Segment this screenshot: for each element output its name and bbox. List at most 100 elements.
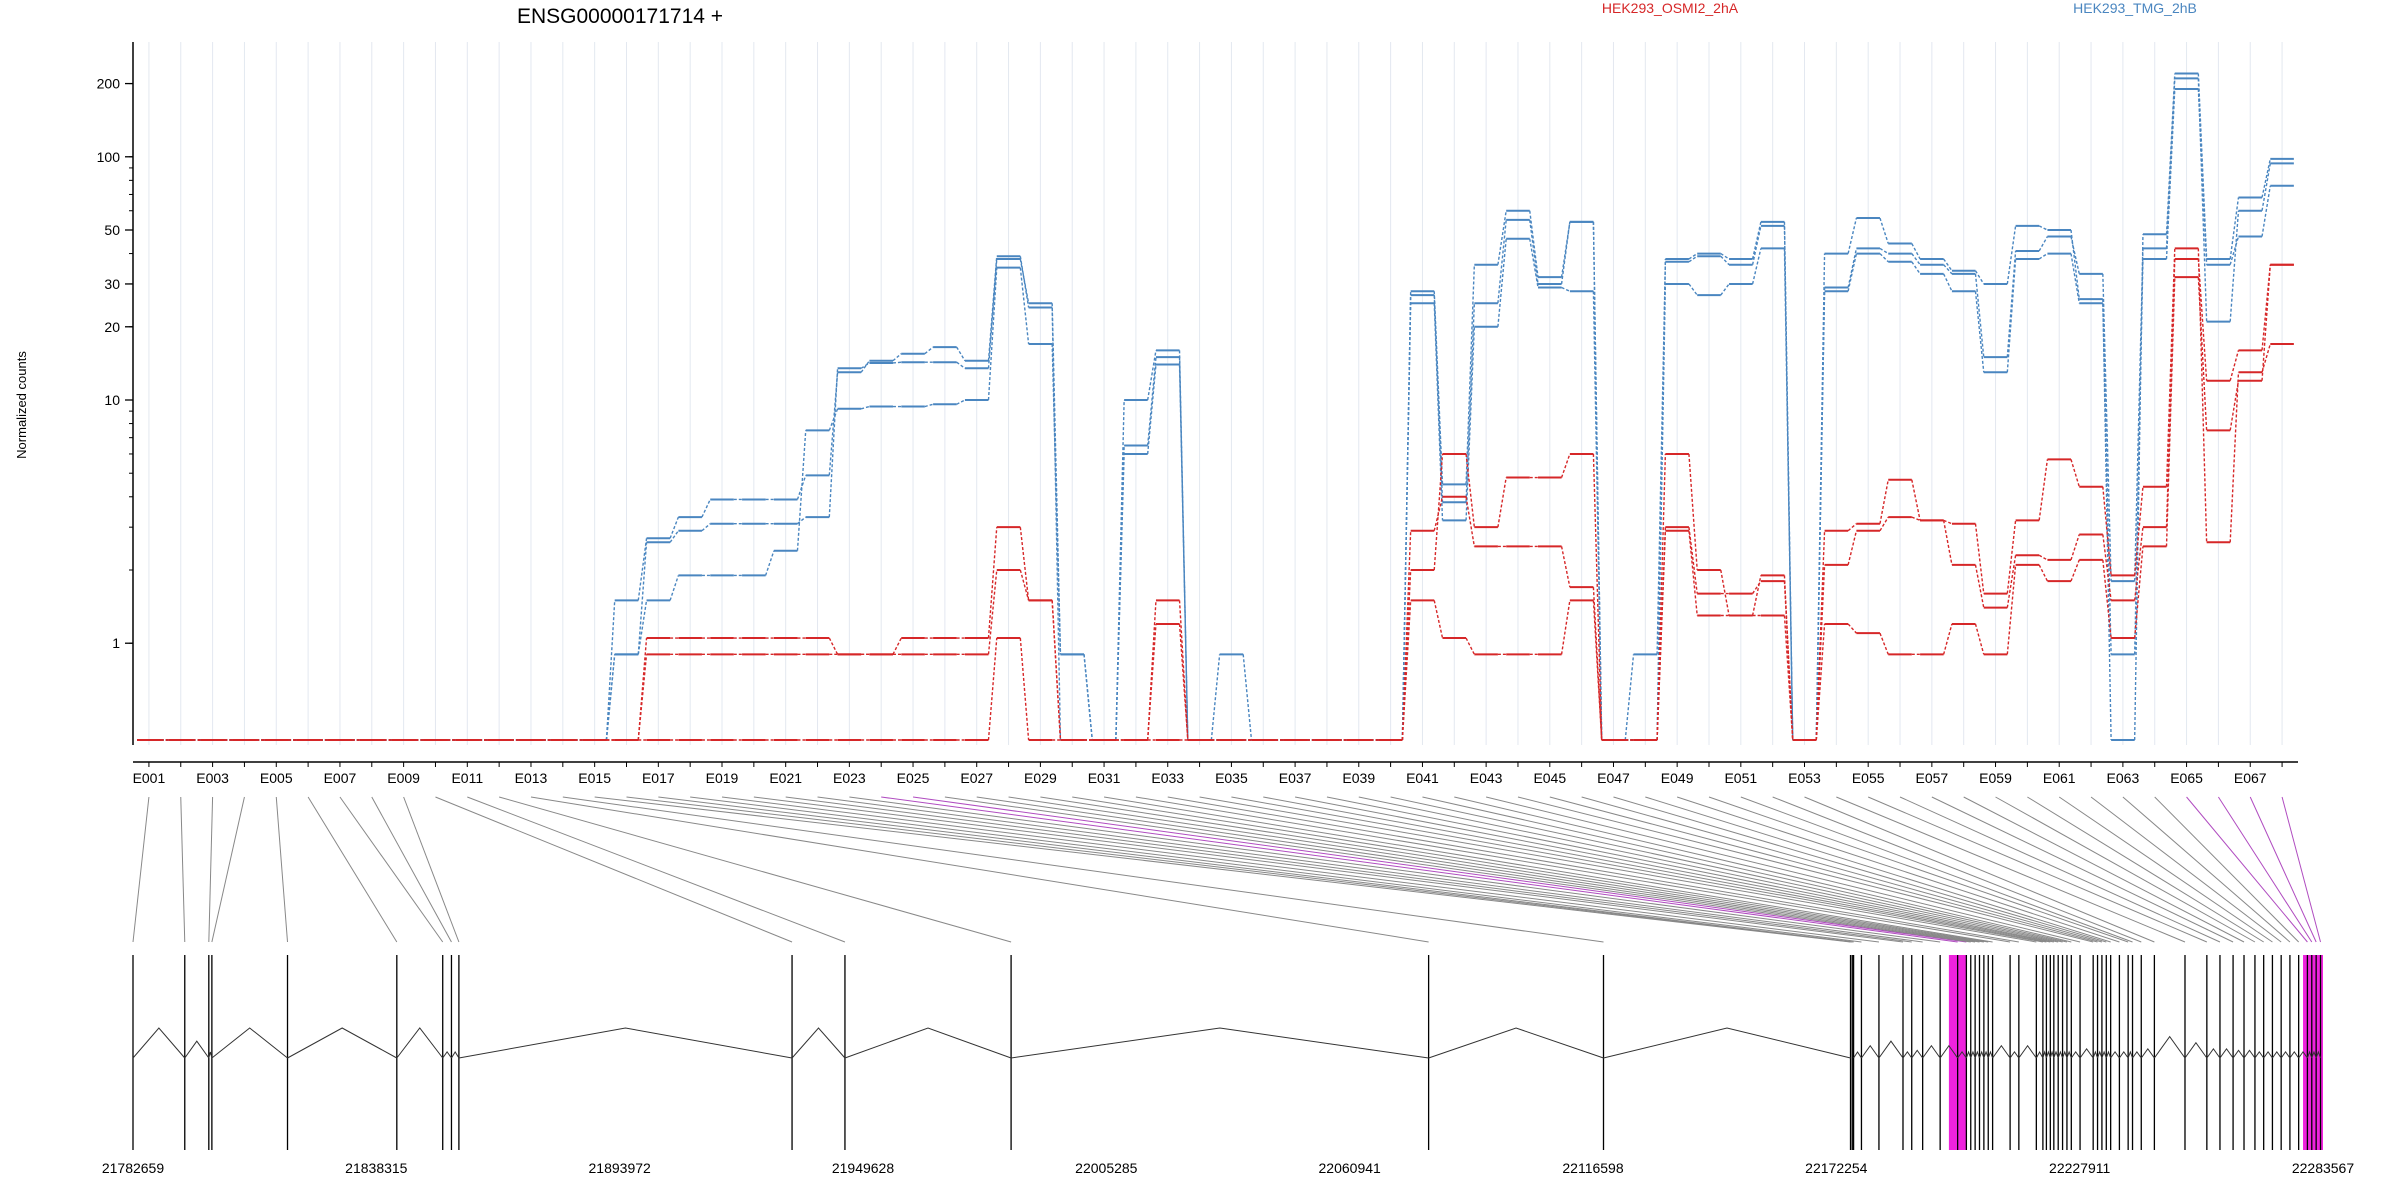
x-tick-label: E011 — [451, 770, 483, 786]
series-connector — [1529, 210, 1539, 278]
intron — [287, 1027, 398, 1059]
intron — [2097, 1050, 2103, 1059]
exon-connector — [1740, 796, 2133, 943]
exon-connector — [626, 796, 1853, 943]
intron — [2153, 1035, 2186, 1059]
series-connector — [1847, 523, 1857, 532]
series-connector — [2261, 264, 2271, 351]
exon-connector — [1836, 796, 2186, 943]
intron — [208, 1051, 213, 1059]
series-connector — [1433, 496, 1444, 531]
series-connector — [1911, 261, 1921, 275]
y-axis-label: Normalized counts — [14, 351, 29, 459]
exon-connector — [2122, 796, 2291, 943]
series-connector — [987, 267, 998, 401]
x-tick-label: E025 — [897, 770, 930, 786]
intron — [2035, 1050, 2044, 1059]
intron — [1983, 1050, 1989, 1059]
intron — [2315, 1050, 2321, 1059]
intron — [2243, 1049, 2256, 1059]
x-tick-label: E045 — [1533, 770, 1566, 786]
series-connector — [1401, 303, 1412, 741]
intron — [2042, 1050, 2047, 1059]
series-connector — [1178, 600, 1189, 741]
series-connector — [2006, 250, 2017, 358]
exon-connector — [594, 796, 1851, 943]
intron — [2280, 1051, 2291, 1059]
series-connector — [2038, 236, 2049, 252]
exon-connector — [1772, 796, 2142, 943]
series-connector — [1815, 623, 1826, 741]
series-connector — [1720, 252, 1730, 260]
exon-connector — [2281, 796, 2322, 943]
x-tick-label: E043 — [1470, 770, 1503, 786]
intron — [2105, 1050, 2112, 1059]
series-connector — [1083, 654, 1093, 741]
y-tick-label: 100 — [97, 149, 121, 165]
intron — [1970, 1050, 1976, 1059]
intron — [2263, 1051, 2273, 1059]
series-connector — [1879, 253, 1889, 263]
series-connector — [1019, 527, 1030, 601]
exon-connector — [403, 796, 460, 943]
genome-tick-label: 22172254 — [1805, 1160, 1868, 1176]
x-tick-label: E015 — [578, 770, 611, 786]
intron — [2110, 1051, 2120, 1059]
series-connector — [1751, 225, 1762, 265]
series-connector — [1019, 256, 1030, 308]
x-tick-label: E047 — [1597, 770, 1630, 786]
series-connector — [1242, 654, 1253, 741]
series-connector — [1146, 357, 1157, 446]
exon-connector — [1517, 796, 2094, 943]
intron — [1902, 1051, 1913, 1059]
series-connector — [2261, 185, 2271, 237]
series-connector — [892, 361, 902, 364]
intron — [1979, 1050, 1985, 1059]
intron — [791, 1027, 846, 1059]
intron — [2132, 1051, 2142, 1059]
series-connector — [1974, 523, 1985, 594]
intron — [2298, 1051, 2308, 1059]
series-connector — [1465, 303, 1476, 503]
intron — [1428, 1027, 1604, 1059]
series-connector — [1433, 453, 1444, 571]
exon-connector — [1995, 796, 2256, 943]
series-connector — [1051, 600, 1062, 741]
exon-connector — [1708, 796, 2129, 943]
x-tick-label: E009 — [387, 770, 420, 786]
intron — [2206, 1047, 2221, 1059]
x-tick-label: E033 — [1151, 770, 1184, 786]
intron — [2092, 1050, 2099, 1059]
intron — [1861, 1044, 1880, 1059]
series-connector — [987, 527, 998, 639]
exon-connector — [1295, 796, 2051, 943]
x-tick-label: E061 — [2043, 770, 2076, 786]
x-tick-label: E059 — [1979, 770, 2012, 786]
genome-tick-label: 22283567 — [2292, 1160, 2355, 1176]
exon-connector — [1899, 796, 2221, 943]
exon-connector — [2154, 796, 2300, 943]
intron — [2289, 1051, 2300, 1059]
exon-connector — [1231, 796, 2043, 943]
exon-connector — [1390, 796, 2063, 943]
series-connector — [1752, 580, 1762, 594]
exon-connector — [944, 796, 1971, 943]
intron — [2009, 1051, 2020, 1059]
series-connector — [796, 475, 807, 500]
x-tick-label: E021 — [769, 770, 802, 786]
genome-tick-label: 22060941 — [1319, 1160, 1382, 1176]
series-connector — [637, 538, 648, 601]
x-tick-label: E053 — [1788, 770, 1821, 786]
x-tick-label: E035 — [1215, 770, 1248, 786]
y-tick-label: 10 — [104, 392, 120, 408]
exon-connector — [1867, 796, 2208, 943]
exon-connector — [339, 796, 444, 943]
exon-connector — [2217, 796, 2313, 943]
intron — [2018, 1044, 2037, 1059]
x-tick-label: E017 — [642, 770, 675, 786]
series-connector — [1943, 273, 1953, 292]
intron — [2045, 1050, 2051, 1059]
exon-connector — [849, 796, 1941, 943]
series-connector — [1847, 530, 1858, 566]
